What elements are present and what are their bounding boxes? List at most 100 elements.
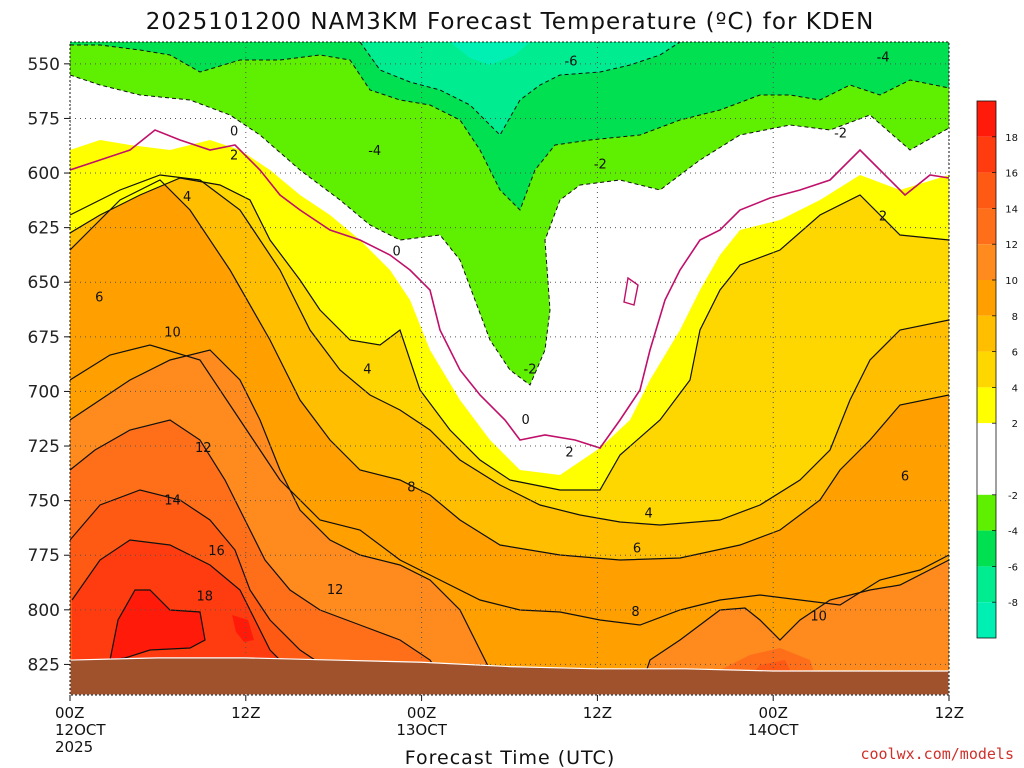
fill-neg8-neg6 bbox=[360, 42, 680, 135]
contour-4 bbox=[70, 174, 949, 526]
contour-label-0: -4 bbox=[877, 50, 890, 65]
x-tick-label-2: 00Z bbox=[407, 704, 436, 722]
contour-label-19: 14 bbox=[164, 494, 181, 509]
contour-label-23: 12 bbox=[327, 583, 344, 598]
contour-2 bbox=[70, 177, 949, 491]
contour-label-3: -4 bbox=[368, 144, 381, 159]
fill-neg10-neg8 bbox=[450, 42, 530, 65]
y-tick-label-750: 750 bbox=[28, 492, 60, 512]
x-tick-date-2: 13OCT bbox=[396, 721, 447, 739]
y-tick-label-650: 650 bbox=[28, 273, 60, 293]
contour-label-8: 2 bbox=[879, 210, 887, 225]
fill-18-20 bbox=[110, 590, 205, 660]
y-axis: 550 575 600 625 650 675 700 725 750 775 800 825 bbox=[28, 55, 70, 675]
contour-label-20: 4 bbox=[645, 507, 653, 522]
colorbar-tick-label-8: 2 bbox=[1012, 419, 1018, 430]
x-tick-label-4: 00Z bbox=[759, 704, 788, 722]
colorbar-swatch-7 bbox=[977, 351, 996, 388]
colorbar: 18 16 14 12 10 8 6 4 2 -2 -4 -6 -8 bbox=[976, 100, 1018, 639]
colorbar-swatch-13 bbox=[977, 602, 996, 638]
plot-area: -4 -6 -2 -4 -2 0 2 4 2 0 6 10 4 -2 0 12 2 6 8 14 4 16 6 12 18 8 10 bbox=[70, 42, 949, 695]
x-tick-label-3: 12Z bbox=[583, 704, 612, 722]
contour-label-11: 10 bbox=[164, 325, 181, 340]
contour-10-right bbox=[639, 559, 949, 691]
y-tick-label-800: 800 bbox=[28, 601, 60, 621]
contour-label-5: 0 bbox=[230, 125, 238, 140]
fill-10-12-right bbox=[640, 560, 949, 690]
colorbar-swatch-8 bbox=[977, 387, 996, 424]
y-tick-label-550: 550 bbox=[28, 55, 60, 75]
y-tick-label-625: 625 bbox=[28, 219, 60, 239]
contour-label-24: 18 bbox=[197, 590, 214, 605]
contour-neg2 bbox=[70, 74, 949, 386]
contour-label-17: 6 bbox=[901, 470, 909, 485]
contour-lines-negative bbox=[70, 42, 949, 386]
surface-terrain bbox=[70, 657, 949, 695]
fill-18-20-b bbox=[232, 615, 254, 642]
x-tick-label-1: 12Z bbox=[231, 704, 260, 722]
contour-label-15: 12 bbox=[195, 441, 212, 456]
colorbar-swatch-3 bbox=[977, 208, 996, 245]
contour-label-1: -6 bbox=[565, 55, 578, 70]
y-tick-label-675: 675 bbox=[28, 328, 60, 348]
colorbar-swatch-11 bbox=[977, 530, 996, 567]
y-tick-label-575: 575 bbox=[28, 109, 60, 129]
colorbar-frame bbox=[976, 100, 997, 639]
contour-neg4 bbox=[70, 44, 949, 211]
x-tick-date-4: 14OCT bbox=[748, 721, 799, 739]
colorbar-tick-label-3: 12 bbox=[1005, 240, 1018, 251]
colorbar-swatch-6 bbox=[977, 315, 996, 352]
contour-neg6 bbox=[359, 42, 681, 136]
contour-label-14: 0 bbox=[521, 413, 529, 428]
contour-label-13: -2 bbox=[524, 363, 537, 378]
contour-label-12: 4 bbox=[363, 363, 371, 378]
y-tick-label-725: 725 bbox=[28, 437, 60, 457]
contour-label-4: -2 bbox=[594, 157, 607, 172]
contour-label-16: 2 bbox=[565, 446, 573, 461]
colorbar-swatch-0 bbox=[977, 101, 996, 137]
y-tick-label-825: 825 bbox=[28, 655, 60, 675]
freezing-line bbox=[70, 129, 949, 449]
x-tick-year-0: 2025 bbox=[55, 738, 93, 756]
colorbar-tick-label-1: 16 bbox=[1005, 169, 1018, 180]
colorbar-tick-label-10: -4 bbox=[1008, 527, 1018, 538]
fill-neg6-neg4 bbox=[70, 42, 949, 210]
contour-label-21: 16 bbox=[208, 544, 225, 559]
colorbar-tick-label-7: 4 bbox=[1012, 383, 1018, 394]
contour-label-25: 8 bbox=[631, 605, 639, 620]
colorbar-swatch-2 bbox=[977, 172, 996, 209]
credit-link[interactable]: coolwx.com/models bbox=[860, 745, 1014, 763]
contour-12 bbox=[70, 419, 451, 691]
colorbar-swatch-10 bbox=[977, 494, 996, 531]
colorbar-tick-label-12: -8 bbox=[1008, 598, 1018, 609]
colorbar-tick-label-0: 18 bbox=[1005, 133, 1018, 144]
contour-label-7: 4 bbox=[183, 190, 191, 205]
x-tick-date-0: 12OCT bbox=[55, 721, 106, 739]
y-tick-label-700: 700 bbox=[28, 382, 60, 402]
colorbar-tick-label-9: -2 bbox=[1008, 491, 1018, 502]
freezing-line-island bbox=[623, 276, 639, 306]
colorbar-swatch-9 bbox=[977, 423, 996, 495]
y-tick-label-775: 775 bbox=[28, 546, 60, 566]
contour-label-18: 8 bbox=[407, 481, 415, 496]
fill-neg4-neg2 bbox=[70, 42, 949, 385]
y-tick-label-600: 600 bbox=[28, 164, 60, 184]
contour-label-6: 2 bbox=[230, 149, 238, 164]
colorbar-tick-label-6: 6 bbox=[1012, 348, 1018, 359]
contour-10 bbox=[70, 349, 501, 691]
colorbar-swatch-12 bbox=[977, 566, 996, 603]
contour-14 bbox=[70, 489, 351, 691]
plot-frame bbox=[69, 41, 950, 696]
contour-label-26: 10 bbox=[810, 609, 827, 624]
colorbar-swatch-5 bbox=[977, 280, 996, 316]
x-tick-label-0: 00Z bbox=[55, 704, 84, 722]
colorbar-swatch-4 bbox=[977, 244, 996, 280]
chart-title: 2025101200 NAM3KM Forecast Temperature (… bbox=[146, 9, 875, 35]
contour-label-22: 6 bbox=[633, 542, 641, 557]
contour-label-10: 6 bbox=[95, 291, 103, 306]
contour-label-9: 0 bbox=[393, 245, 401, 260]
colorbar-tick-label-4: 10 bbox=[1005, 276, 1018, 287]
x-axis-label: Forecast Time (UTC) bbox=[405, 747, 615, 768]
